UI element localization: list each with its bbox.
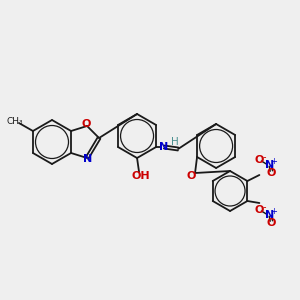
Text: -: -: [262, 152, 266, 162]
Text: O: O: [186, 171, 196, 181]
Text: O: O: [255, 155, 264, 165]
Text: CH₃: CH₃: [7, 118, 23, 127]
Text: N: N: [265, 210, 274, 220]
Text: N: N: [265, 160, 274, 170]
Text: OH: OH: [132, 171, 150, 181]
Text: O: O: [267, 218, 276, 228]
Text: H: H: [171, 137, 179, 147]
Text: O: O: [267, 168, 276, 178]
Text: +: +: [270, 157, 277, 166]
Text: O: O: [255, 205, 264, 215]
Text: -: -: [262, 202, 266, 212]
Text: N: N: [83, 154, 93, 164]
Text: +: +: [270, 206, 277, 215]
Text: O: O: [81, 119, 91, 129]
Text: N: N: [159, 142, 168, 152]
